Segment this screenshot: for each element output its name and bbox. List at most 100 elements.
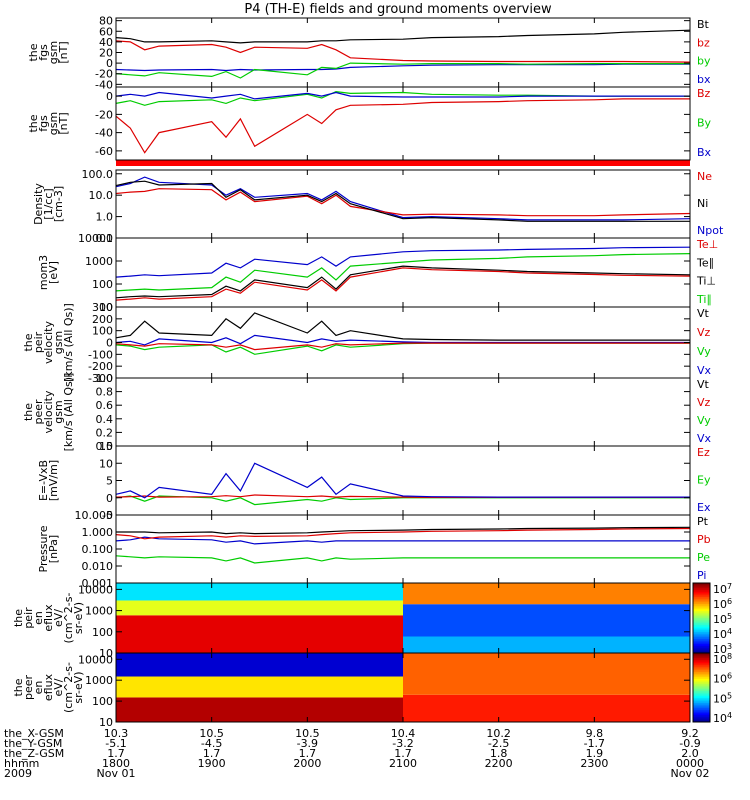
colorbar-step bbox=[693, 665, 710, 668]
colorbar-step bbox=[693, 659, 710, 663]
y-axis-label-line: gsm bbox=[47, 41, 60, 64]
series-line bbox=[115, 188, 691, 217]
colorbar-step bbox=[693, 597, 710, 600]
heatmap-region bbox=[116, 615, 403, 653]
y-tick-label: 0.6 bbox=[96, 399, 114, 412]
legend-entry: Vy bbox=[697, 414, 711, 427]
separator-bar bbox=[116, 160, 690, 166]
legend-entry: Bx bbox=[697, 146, 712, 159]
colorbar-step bbox=[693, 593, 710, 596]
legend-entry: Ex bbox=[697, 501, 711, 514]
x-axis-value: 10.3 bbox=[104, 727, 129, 740]
y-tick-label: 0.4 bbox=[96, 413, 114, 426]
legend-entry: Pt bbox=[697, 515, 709, 528]
y-tick-label: 0 bbox=[106, 90, 113, 103]
legend-entry: bx bbox=[697, 73, 711, 86]
legend-entry: Vt bbox=[697, 378, 710, 391]
y-axis-label-line: [km/s (All Qs)] bbox=[62, 303, 75, 382]
colorbar-step bbox=[693, 694, 710, 697]
colorbar-step bbox=[693, 658, 710, 661]
y-tick-label: 0.2 bbox=[96, 426, 114, 439]
x-axis-value: 9.2 bbox=[681, 727, 699, 740]
y-tick-label: 0.010 bbox=[82, 560, 114, 573]
y-tick-label: 15 bbox=[99, 440, 113, 453]
y-tick-label: 0 bbox=[106, 492, 113, 505]
y-axis-label-line: gsm bbox=[52, 400, 65, 423]
y-axis-label-line: the bbox=[12, 609, 25, 627]
series-line bbox=[115, 536, 690, 545]
x-axis: the_X-GSM 10.3 10.5 10.5 10.4 10.2 9.8 9.2 the_Y… bbox=[4, 727, 709, 780]
x-axis-value: 10.5 bbox=[295, 727, 320, 740]
y-axis-label-line: en bbox=[32, 681, 45, 695]
x-axis-value: 2300 bbox=[580, 757, 608, 770]
y-tick-label: 10000 bbox=[78, 583, 113, 596]
colorbar-step bbox=[693, 692, 710, 695]
colorbar-exponent: 4 bbox=[727, 627, 732, 636]
series-line bbox=[115, 29, 691, 44]
legend-entry: Ti∥ bbox=[696, 293, 712, 306]
y-tick-label: 100.0 bbox=[82, 168, 114, 181]
y-axis-label-line: (cm^2-s- bbox=[62, 593, 75, 644]
colorbar-step bbox=[693, 649, 710, 652]
y-axis-label-line: peer bbox=[22, 675, 35, 701]
colorbar-step bbox=[693, 618, 710, 621]
colorbar-step bbox=[693, 625, 710, 628]
panel-6: Vt Vz Vy Vx 1.00.80.60.40.20.0 thepeervelocit… bbox=[22, 372, 712, 453]
colorbar-step bbox=[693, 602, 710, 605]
y-tick-label: -20 bbox=[95, 68, 113, 81]
y-tick-label: 5 bbox=[106, 475, 113, 488]
legend-entry: by bbox=[697, 55, 711, 68]
colorbar-label: 106 bbox=[713, 672, 732, 686]
y-tick-label: 1.000 bbox=[82, 526, 114, 539]
y-tick-label: 10.000 bbox=[75, 509, 114, 522]
x-axis-value: 1.7 bbox=[394, 747, 412, 760]
y-axis-label-line: (cm^2-s- bbox=[62, 662, 75, 713]
panel-9: 10710610510410310000100010010thepeirenef… bbox=[12, 582, 732, 660]
y-tick-label: 0 bbox=[106, 337, 113, 350]
x-axis-value: -1.7 bbox=[584, 737, 605, 750]
y-tick-label: 10 bbox=[99, 647, 113, 660]
colorbar-step bbox=[693, 678, 710, 682]
colorbar-step bbox=[693, 709, 710, 713]
y-tick-label: 0.001 bbox=[82, 577, 114, 590]
colorbar-step bbox=[693, 590, 710, 593]
colorbar-step bbox=[693, 619, 710, 622]
legend: Bt bz by bx bbox=[697, 18, 711, 86]
x-axis-value: 10.2 bbox=[486, 727, 511, 740]
y-axis-label-line: [cm-3] bbox=[52, 186, 65, 222]
colorbar-step bbox=[693, 711, 710, 714]
y-axis-label-line: en bbox=[32, 611, 45, 625]
colorbar-step bbox=[693, 675, 710, 678]
y-tick-label: 40 bbox=[99, 36, 113, 49]
heatmap-region bbox=[403, 583, 690, 605]
legend-entry: Vz bbox=[697, 396, 711, 409]
colorbar-step bbox=[693, 591, 710, 594]
y-tick-label: 1.0 bbox=[96, 372, 114, 385]
legend-entry: Te∥ bbox=[696, 256, 714, 269]
y-tick-label: 10.0 bbox=[89, 189, 114, 202]
heatmap-region bbox=[403, 694, 690, 722]
y-tick-label: 0.0 bbox=[96, 440, 114, 453]
x-axis-value: 2200 bbox=[485, 757, 513, 770]
panels: Btbzbybx806040200-20-40thefgsgsm[nT]BzBy… bbox=[12, 15, 732, 729]
y-axis-label-line: gsm bbox=[52, 331, 65, 354]
colorbar-step bbox=[693, 640, 710, 643]
panel-4: Te⊥ Te∥ Ti⊥ Ti∥ 10000 1000 100 10 mom3[eV] bbox=[37, 232, 718, 314]
colorbar-step bbox=[693, 661, 710, 664]
colorbar-step bbox=[693, 586, 710, 589]
series-line bbox=[115, 62, 690, 79]
colorbar-step bbox=[693, 701, 710, 704]
colorbar-step bbox=[693, 646, 710, 649]
colorbar-exponent: 6 bbox=[727, 597, 732, 606]
y-axis-label-line: mom3 bbox=[37, 255, 50, 290]
series-line bbox=[115, 527, 691, 540]
y-axis-label-line: sr-eV) bbox=[72, 602, 85, 634]
panel-frame bbox=[115, 514, 691, 584]
colorbar-step bbox=[693, 670, 710, 673]
legend: Ez Ey Ex bbox=[697, 446, 711, 514]
y-axis-label-line: eV/ bbox=[52, 678, 65, 696]
y-tick-label: 100 bbox=[92, 278, 113, 291]
y-tick-label: 0.8 bbox=[96, 386, 114, 399]
